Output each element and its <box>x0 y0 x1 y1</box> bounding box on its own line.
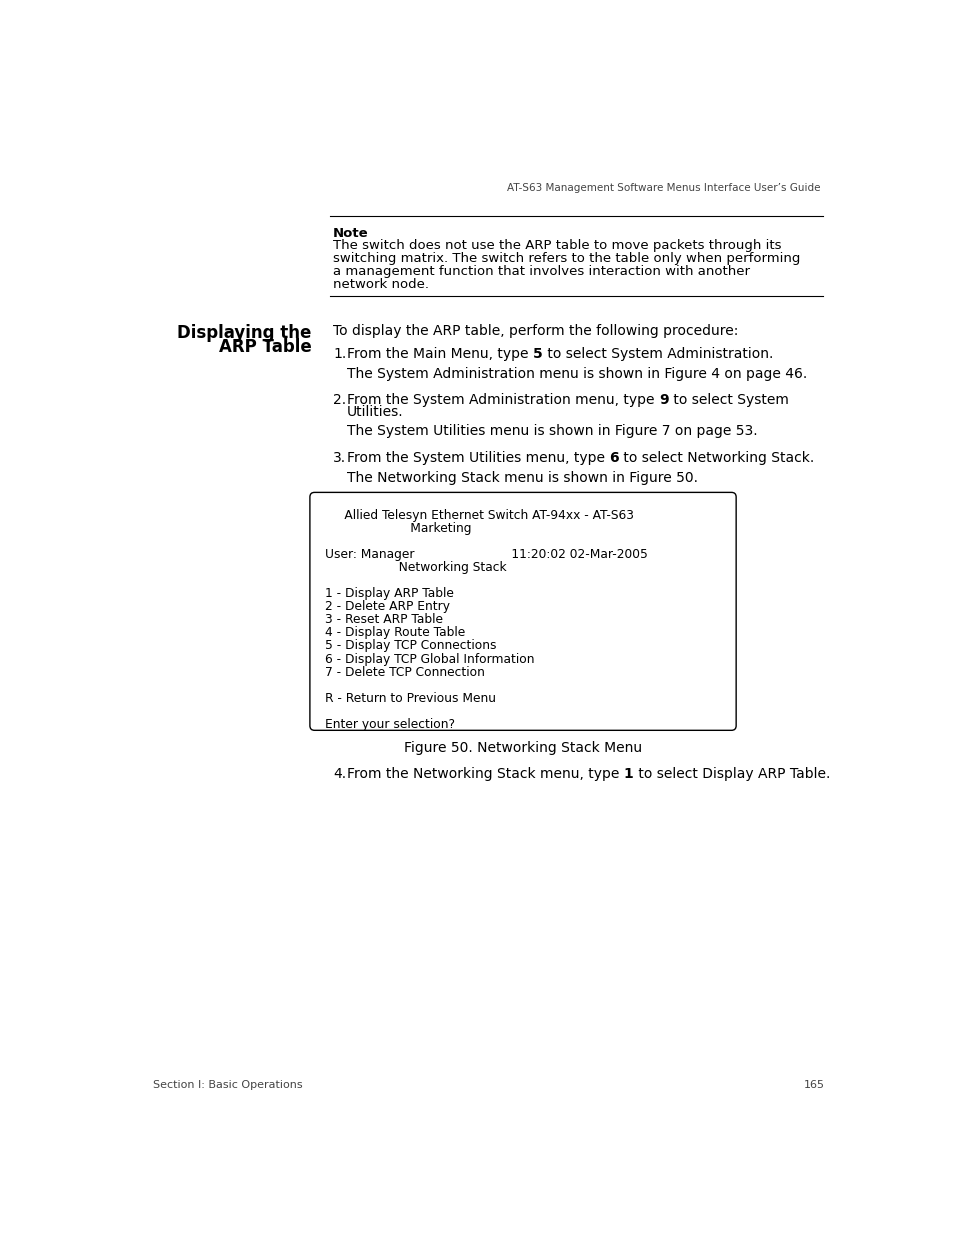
Text: From the Networking Stack menu, type: From the Networking Stack menu, type <box>347 767 623 781</box>
Text: switching matrix. The switch refers to the table only when performing: switching matrix. The switch refers to t… <box>333 252 800 266</box>
Text: R - Return to Previous Menu: R - Return to Previous Menu <box>325 692 496 705</box>
Text: Networking Stack: Networking Stack <box>325 561 506 574</box>
Text: Utilities.: Utilities. <box>347 405 403 420</box>
Text: To display the ARP table, perform the following procedure:: To display the ARP table, perform the fo… <box>333 324 738 337</box>
Text: 6 - Display TCP Global Information: 6 - Display TCP Global Information <box>325 652 535 666</box>
Text: The System Administration menu is shown in Figure 4 on page 46.: The System Administration menu is shown … <box>347 367 806 380</box>
Text: From the System Administration menu, type: From the System Administration menu, typ… <box>347 393 659 408</box>
Text: 2 - Delete ARP Entry: 2 - Delete ARP Entry <box>325 600 450 614</box>
Text: 7 - Delete TCP Connection: 7 - Delete TCP Connection <box>325 666 485 679</box>
Text: a management function that involves interaction with another: a management function that involves inte… <box>333 266 749 278</box>
Text: From the Main Menu, type: From the Main Menu, type <box>347 347 533 361</box>
Text: Section I: Basic Operations: Section I: Basic Operations <box>153 1079 303 1091</box>
Text: From the System Utilities menu, type: From the System Utilities menu, type <box>347 451 609 464</box>
FancyBboxPatch shape <box>310 493 736 730</box>
Text: 1.: 1. <box>333 347 346 361</box>
Text: AT-S63 Management Software Menus Interface User’s Guide: AT-S63 Management Software Menus Interfa… <box>507 183 820 193</box>
Text: Displaying the: Displaying the <box>177 324 311 342</box>
Text: The Networking Stack menu is shown in Figure 50.: The Networking Stack menu is shown in Fi… <box>347 471 698 485</box>
Text: Note: Note <box>333 227 369 240</box>
Text: 9: 9 <box>659 393 668 408</box>
Text: User: Manager                         11:20:02 02-Mar-2005: User: Manager 11:20:02 02-Mar-2005 <box>325 548 648 561</box>
Text: 5 - Display TCP Connections: 5 - Display TCP Connections <box>325 640 497 652</box>
Text: Marketing: Marketing <box>325 521 472 535</box>
Text: 4.: 4. <box>333 767 346 781</box>
Text: 1 - Display ARP Table: 1 - Display ARP Table <box>325 587 454 600</box>
Text: 2.: 2. <box>333 393 346 408</box>
Text: The switch does not use the ARP table to move packets through its: The switch does not use the ARP table to… <box>333 240 781 252</box>
Text: The System Utilities menu is shown in Figure 7 on page 53.: The System Utilities menu is shown in Fi… <box>347 424 757 438</box>
Text: 4 - Display Route Table: 4 - Display Route Table <box>325 626 465 640</box>
Text: to select Display ARP Table.: to select Display ARP Table. <box>633 767 829 781</box>
Text: 5: 5 <box>533 347 542 361</box>
Text: 3 - Reset ARP Table: 3 - Reset ARP Table <box>325 614 443 626</box>
Text: network node.: network node. <box>333 278 429 291</box>
Text: Enter your selection?: Enter your selection? <box>325 718 455 731</box>
Text: Figure 50. Networking Stack Menu: Figure 50. Networking Stack Menu <box>403 741 641 755</box>
Text: ARP Table: ARP Table <box>218 337 311 356</box>
Text: 165: 165 <box>802 1079 823 1091</box>
Text: to select Networking Stack.: to select Networking Stack. <box>618 451 814 464</box>
Text: to select System: to select System <box>668 393 787 408</box>
Text: 1: 1 <box>623 767 633 781</box>
Text: Allied Telesyn Ethernet Switch AT-94xx - AT-S63: Allied Telesyn Ethernet Switch AT-94xx -… <box>325 509 634 521</box>
Text: to select System Administration.: to select System Administration. <box>542 347 772 361</box>
Text: 3.: 3. <box>333 451 346 464</box>
Text: 6: 6 <box>609 451 618 464</box>
